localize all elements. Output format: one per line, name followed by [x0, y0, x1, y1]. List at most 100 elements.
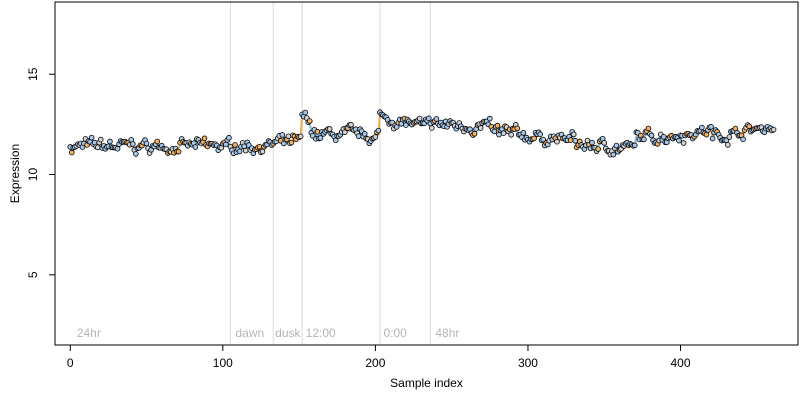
data-point — [332, 137, 339, 144]
trend-segment — [318, 133, 321, 137]
y-tick-label: 15 — [26, 67, 40, 81]
data-point — [372, 134, 379, 140]
data-point — [676, 137, 682, 144]
data-point — [699, 124, 705, 131]
data-point — [708, 124, 714, 130]
x-tick-label: 100 — [213, 356, 233, 370]
data-point — [306, 118, 313, 124]
data-point — [740, 136, 746, 143]
data-point — [477, 125, 484, 131]
data-point — [94, 144, 101, 151]
trend-segment — [597, 143, 601, 147]
data-point — [540, 136, 547, 143]
data-point — [429, 125, 435, 131]
data-point — [645, 125, 652, 132]
guide-annotation: dusk — [275, 326, 301, 340]
data-point — [375, 127, 382, 134]
x-tick-label: 0 — [67, 356, 74, 370]
data-point — [494, 122, 501, 129]
data-point — [589, 139, 595, 146]
data-point — [348, 121, 354, 128]
data-point — [68, 149, 75, 156]
data-point — [487, 115, 493, 122]
vertical-guide-lines — [229, 2, 431, 345]
data-point — [154, 138, 161, 145]
y-tick-label: 10 — [26, 168, 40, 182]
plot-frame — [54, 1, 799, 346]
data-point — [491, 128, 498, 135]
y-axis-title: Expression — [8, 144, 22, 203]
data-point — [631, 142, 638, 149]
data-point — [500, 130, 507, 136]
data-point — [226, 134, 232, 141]
data-point — [201, 135, 208, 142]
data-point — [433, 116, 440, 122]
data-point — [242, 147, 249, 154]
data-point — [326, 126, 333, 132]
data-point — [660, 134, 667, 140]
data-point — [97, 136, 104, 143]
data-point — [256, 143, 263, 150]
data-point — [601, 140, 608, 146]
data-point — [610, 151, 617, 158]
x-axis: 0 100 200 300 400 — [67, 344, 691, 370]
data-point — [703, 131, 710, 138]
data-point — [709, 135, 716, 142]
trend-segment — [308, 124, 313, 130]
data-point — [613, 142, 620, 149]
data-point — [175, 148, 182, 155]
guide-annotation: 12:00 — [306, 326, 336, 340]
data-point — [514, 125, 521, 132]
data-point — [641, 136, 647, 143]
trend-segment — [643, 134, 647, 138]
data-point — [302, 109, 309, 116]
guide-annotation: 24hr — [77, 326, 101, 340]
data-point — [680, 140, 687, 146]
data-point — [570, 131, 577, 138]
data-point — [403, 122, 409, 128]
data-point — [236, 148, 243, 155]
data-point — [317, 135, 324, 141]
data-point — [416, 115, 423, 122]
y-axis: 5 10 15 — [26, 67, 56, 278]
data-point — [554, 138, 560, 145]
guide-annotation: dawn — [236, 326, 265, 340]
data-point — [107, 138, 113, 145]
data-point — [130, 141, 136, 147]
data-point — [232, 142, 238, 148]
data-point — [143, 140, 150, 147]
data-point — [114, 145, 121, 152]
data-point — [726, 134, 733, 140]
data-point — [285, 133, 292, 140]
data-point — [471, 130, 478, 137]
data-point — [537, 131, 543, 137]
data-point — [314, 128, 321, 135]
x-tick-label: 300 — [518, 356, 538, 370]
data-point — [288, 139, 295, 146]
trend-segment — [177, 145, 181, 149]
x-axis-title: Sample index — [390, 376, 463, 390]
data-point — [725, 142, 731, 148]
data-points — [67, 109, 777, 158]
data-point — [531, 135, 537, 142]
data-point — [520, 130, 527, 136]
data-point — [279, 132, 286, 138]
guide-annotation: 48hr — [435, 326, 459, 340]
data-point — [192, 144, 199, 150]
data-point — [648, 132, 655, 139]
data-point — [567, 137, 574, 143]
data-point — [223, 141, 229, 148]
x-tick-label: 400 — [671, 356, 691, 370]
x-tick-label: 200 — [365, 356, 385, 370]
guide-annotations: 24hr dawn dusk 12:00 0:00 48hr — [77, 326, 460, 340]
data-point — [361, 131, 368, 137]
data-point — [508, 132, 514, 138]
data-point — [297, 133, 304, 140]
data-point — [88, 134, 95, 141]
data-point — [770, 126, 777, 133]
data-point — [746, 123, 752, 130]
data-point — [595, 146, 601, 152]
data-point — [259, 148, 266, 155]
data-point — [572, 137, 579, 144]
